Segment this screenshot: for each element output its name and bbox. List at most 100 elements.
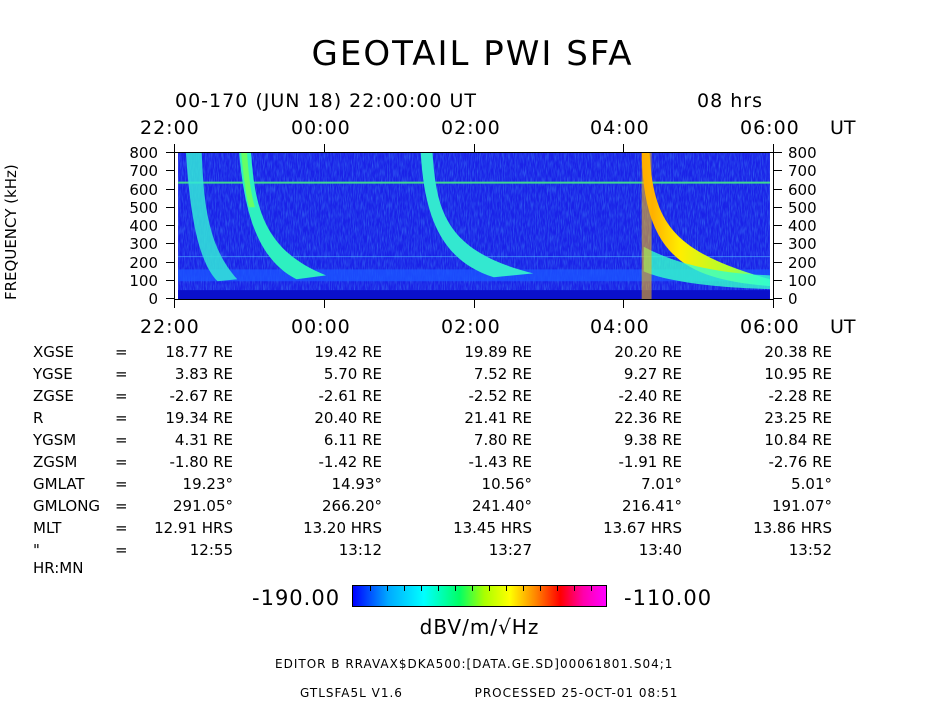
- processed-timestamp: PROCESSED 25-OCT-01 08:51: [474, 686, 679, 700]
- y-tick-label-right: 500: [788, 198, 817, 217]
- colorbar-tick: [472, 586, 473, 591]
- orbit-equals: =: [115, 453, 128, 471]
- orbit-value: -2.52 RE: [468, 387, 532, 405]
- orbit-value: 5.70 RE: [323, 365, 382, 383]
- orbit-value: 9.38 RE: [623, 431, 682, 449]
- chart-title: GEOTAIL PWI SFA: [311, 34, 634, 74]
- colorbar-tick: [387, 586, 388, 591]
- y-tick-mark: [166, 298, 174, 299]
- orbit-value: 10.56°: [481, 475, 532, 493]
- x-tick-mark: [473, 300, 475, 308]
- colorbar-tick: [540, 586, 541, 591]
- y-tick-label-left: 800: [129, 144, 158, 162]
- y-tick-mark: [774, 188, 782, 190]
- orbit-value: 13:40: [638, 541, 682, 559]
- orbit-value: 13.45 HRS: [453, 519, 532, 537]
- orbit-value: -1.80 RE: [169, 453, 233, 471]
- burst-flash: [641, 153, 652, 299]
- y-tick-label-right: 700: [788, 162, 817, 181]
- colorbar-tick: [489, 586, 490, 591]
- y-tick-mark: [166, 243, 174, 245]
- colorbar-tick: [404, 586, 405, 591]
- orbit-value: 19.23°: [182, 475, 233, 493]
- y-tick-label-right: 400: [788, 217, 817, 235]
- orbit-value: -2.40 RE: [618, 387, 682, 405]
- orbit-value: 20.20 RE: [614, 343, 682, 361]
- date-time-label: 00-170 (JUN 18) 22:00:00 UT: [175, 90, 478, 112]
- x-tick-mark: [323, 144, 325, 152]
- x-tick-bottom: 00:00: [291, 316, 351, 338]
- y-tick-label-left: 200: [129, 253, 158, 272]
- orbit-value: 7.80 RE: [473, 431, 532, 449]
- y-tick-label-right: 200: [788, 253, 817, 272]
- orbit-param-name: ZGSM: [33, 453, 78, 471]
- y-tick-mark: [166, 152, 174, 153]
- x-tick-bottom: 02:00: [441, 316, 501, 338]
- software-version: GTLSFA5L V1.6: [300, 686, 403, 700]
- duration-label: 08 hrs: [697, 90, 763, 112]
- orbit-value: 19.42 RE: [314, 343, 382, 361]
- orbit-value: 18.77 RE: [165, 343, 233, 361]
- orbit-value: -1.43 RE: [468, 453, 532, 471]
- colorbar-min-label: -190.00: [252, 586, 341, 610]
- x-tick-mark: [323, 300, 325, 308]
- orbit-value: 19.34 RE: [165, 409, 233, 427]
- orbit-value: 10.95 RE: [764, 365, 832, 383]
- editor-file-line: EDITOR B RRAVAX$DKA500:[DATA.GE.SD]00061…: [275, 657, 674, 671]
- x-tick-bottom: 04:00: [590, 316, 650, 338]
- x-unit-top: UT: [830, 117, 856, 139]
- orbit-equals: =: [115, 365, 128, 383]
- x-tick-mark: [174, 300, 175, 308]
- y-tick-label-left: 100: [129, 271, 158, 290]
- orbit-param-name: R: [33, 409, 44, 427]
- y-tick-label-left: 400: [129, 217, 158, 235]
- orbit-value: -2.61 RE: [318, 387, 382, 405]
- x-tick-mark: [623, 300, 625, 308]
- y-tick-mark: [166, 206, 174, 208]
- y-tick-label-left: 600: [129, 180, 158, 199]
- footer-version-line: GTLSFA5L V1.6 PROCESSED 25-OCT-01 08:51: [300, 686, 678, 700]
- orbit-value: 12.91 HRS: [154, 519, 233, 537]
- orbit-equals: =: [115, 475, 128, 493]
- orbit-value: 19.89 RE: [464, 343, 532, 361]
- radio-burst-3: [420, 153, 534, 278]
- y-tick-label-left: 300: [129, 235, 158, 254]
- y-tick-label-right: 600: [788, 180, 817, 199]
- x-tick-mark: [773, 300, 774, 308]
- orbit-value: 216.41°: [622, 497, 682, 515]
- orbit-value: 5.01°: [791, 475, 832, 493]
- orbit-value: 13:52: [788, 541, 832, 559]
- radio-burst-1: [185, 153, 238, 282]
- y-tick-mark: [774, 206, 782, 208]
- y-tick-mark: [166, 261, 174, 263]
- orbit-value: 13.67 HRS: [603, 519, 682, 537]
- orbit-param-name: GMLAT: [33, 475, 85, 493]
- y-tick-mark: [774, 225, 782, 226]
- orbit-equals: =: [115, 387, 128, 405]
- y-tick-label-left: 0: [148, 290, 158, 308]
- x-tick-top: 00:00: [291, 117, 351, 139]
- orbit-param-name: " HR:MN: [33, 541, 84, 577]
- spectrogram-plot: [174, 152, 774, 300]
- y-tick-label-right: 800: [788, 144, 817, 162]
- x-tick-bottom: 22:00: [140, 316, 200, 338]
- bottom-band: [178, 290, 770, 299]
- x-tick-mark: [623, 144, 625, 152]
- y-tick-mark: [166, 170, 174, 172]
- orbit-value: 10.84 RE: [764, 431, 832, 449]
- colorbar-tick: [591, 586, 592, 591]
- x-tick-bottom: 06:00: [740, 316, 800, 338]
- orbit-value: 7.52 RE: [473, 365, 532, 383]
- y-axis-title: FREQUENCY (kHz): [2, 164, 20, 300]
- orbit-param-name: MLT: [33, 519, 62, 537]
- y-tick-mark: [774, 279, 782, 281]
- orbit-value: -2.76 RE: [768, 453, 832, 471]
- orbit-equals: =: [115, 519, 128, 537]
- colorbar-tick: [370, 586, 371, 591]
- orbit-value: 6.11 RE: [323, 431, 382, 449]
- y-tick-label-right: 0: [788, 290, 798, 308]
- orbit-value: -2.67 RE: [169, 387, 233, 405]
- y-tick-mark: [774, 261, 782, 263]
- orbit-param-name: YGSM: [33, 431, 77, 449]
- x-tick-top: 02:00: [441, 117, 501, 139]
